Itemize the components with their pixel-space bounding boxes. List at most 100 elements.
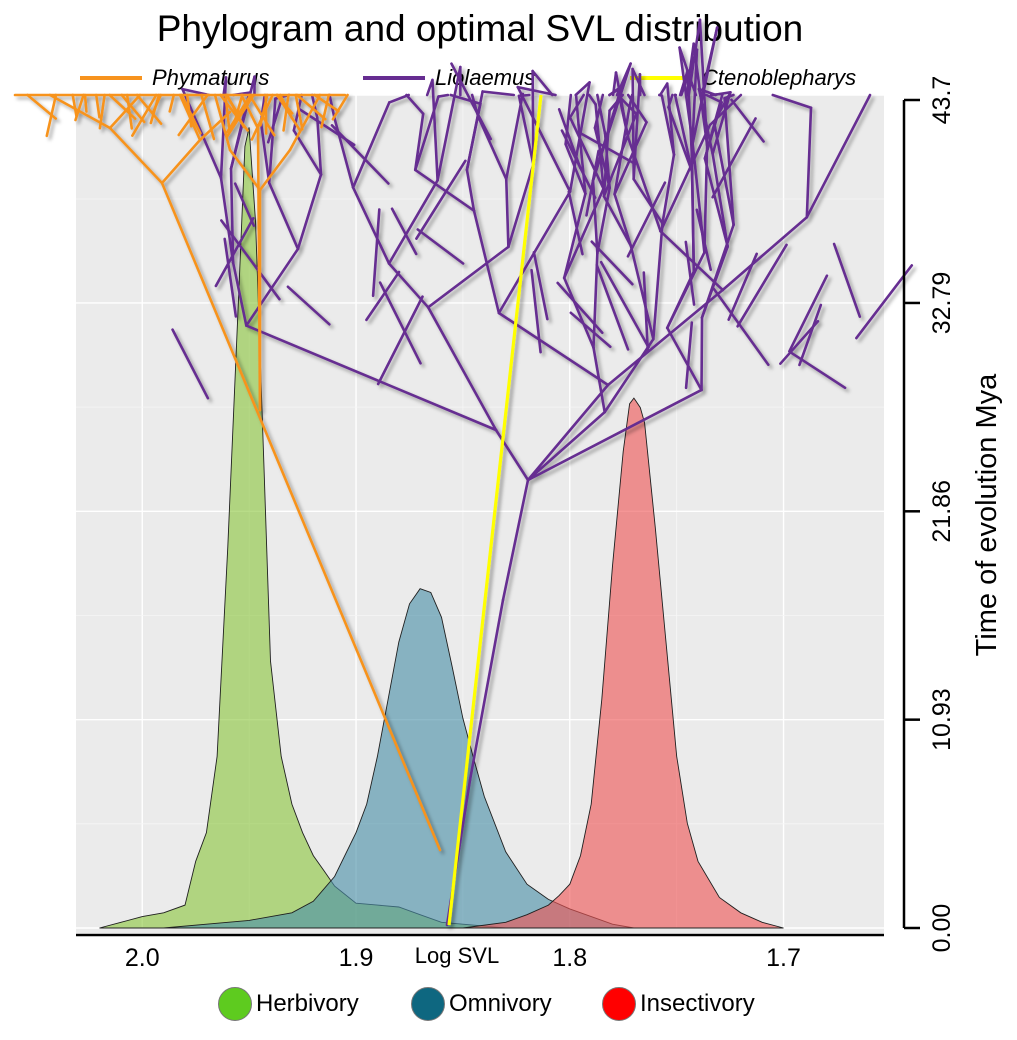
branch-liolaemus: [526, 388, 703, 482]
branch-liolaemus: [413, 112, 425, 172]
branch-liolaemus: [233, 182, 256, 227]
branch-liolaemus: [596, 186, 611, 255]
branch-liolaemus: [387, 179, 439, 265]
branch-liolaemus: [259, 120, 271, 185]
branch-liolaemus: [574, 93, 580, 127]
branch-liolaemus: [678, 46, 694, 145]
branch-phymaturus: [224, 93, 242, 118]
branch-liolaemus: [531, 69, 554, 97]
y-tick-label-21.86: 21.86: [928, 480, 956, 543]
branch-liolaemus: [678, 46, 698, 97]
branch-liolaemus: [351, 186, 391, 265]
branch-liolaemus: [371, 208, 381, 298]
branch-liolaemus: [642, 271, 650, 352]
branch-liolaemus: [171, 328, 210, 400]
branch-phymaturus: [331, 93, 349, 121]
branch-liolaemus: [613, 104, 632, 196]
legend-item-liolaemus: Liolaemus: [363, 64, 535, 92]
branch-phymaturus: [131, 93, 158, 137]
branch-liolaemus: [723, 96, 735, 227]
branch-liolaemus: [562, 192, 587, 280]
legend-swatch-ctenoblepharys: [630, 76, 692, 80]
diet-label-insectivory: Insectivory: [640, 990, 755, 1017]
branch-liolaemus: [592, 346, 607, 414]
branch-liolaemus: [667, 106, 694, 173]
branch-liolaemus: [222, 76, 228, 97]
branch-liolaemus: [517, 94, 535, 166]
branch-liolaemus: [494, 428, 530, 482]
branch-liolaemus: [659, 123, 712, 233]
y-tick-label-10.93: 10.93: [928, 688, 956, 751]
branch-phymaturus: [282, 93, 290, 132]
branch-phymaturus: [185, 93, 193, 128]
branch-liolaemus: [413, 168, 476, 212]
x-tick-label-1.7: 1.7: [766, 944, 801, 972]
branch-liolaemus: [590, 240, 634, 286]
branch-liolaemus: [504, 177, 510, 249]
branch-phymaturus: [180, 93, 202, 135]
branch-phymaturus: [288, 93, 322, 152]
diet-dot-herbivory: [218, 987, 252, 1021]
branch-liolaemus: [351, 101, 391, 189]
branch-liolaemus: [450, 62, 493, 141]
branch-liolaemus: [697, 87, 714, 156]
y-tick-label-32.79: 32.79: [928, 272, 956, 335]
branch-liolaemus: [416, 228, 465, 265]
diet-legend-insectivory: Insectivory: [602, 984, 755, 1024]
branch-phymaturus: [26, 93, 58, 120]
branch-phymaturus: [160, 181, 442, 852]
branch-liolaemus: [712, 120, 735, 227]
branch-liolaemus: [832, 242, 862, 318]
branch-liolaemus: [580, 132, 637, 166]
branch-liolaemus: [727, 252, 759, 321]
phylogeny-legend: Phymaturus Liolaemus Ctenoblepharys: [80, 64, 900, 92]
branch-liolaemus: [631, 67, 636, 181]
branch-liolaemus: [721, 215, 809, 292]
branch-phymaturus: [198, 110, 232, 142]
y-axis: 0.00 10.93 21.86 32.79 43.7 Time of evolution…: [902, 76, 1003, 952]
branch-liolaemus: [613, 192, 633, 248]
branch-liolaemus: [593, 93, 605, 130]
branch-liolaemus: [562, 187, 605, 280]
branch-liolaemus: [684, 240, 696, 306]
branch-liolaemus: [507, 163, 535, 249]
branch-liolaemus: [712, 287, 770, 367]
x-axis-label: Log SVL: [415, 943, 499, 968]
branch-liolaemus: [266, 97, 284, 144]
branch-liolaemus: [705, 93, 723, 104]
branch-liolaemus: [629, 244, 655, 341]
x-tick-label-2.0: 2.0: [125, 944, 160, 972]
branch-liolaemus: [564, 142, 587, 195]
branch-liolaemus: [292, 129, 323, 176]
branch-liolaemus: [219, 176, 235, 264]
branch-liolaemus: [556, 281, 604, 335]
branch-phymaturus: [320, 93, 331, 129]
branch-liolaemus: [315, 116, 323, 176]
branch-liolaemus: [426, 306, 498, 432]
branch-liolaemus: [426, 245, 510, 309]
branch-liolaemus: [532, 251, 549, 321]
diet-legend-omnivory: Omnivory: [411, 984, 552, 1024]
branch-phymaturus: [108, 93, 142, 130]
branch-liolaemus: [603, 337, 655, 414]
branch-ctenoblepharys: [447, 94, 543, 926]
branch-liolaemus: [431, 78, 439, 182]
branch-liolaemus: [805, 106, 813, 219]
branch-liolaemus: [296, 173, 323, 251]
branch-liolaemus: [223, 237, 238, 318]
branch-liolaemus: [658, 82, 669, 97]
branch-phymaturus: [168, 93, 176, 113]
branch-liolaemus: [867, 93, 872, 99]
branch-liolaemus: [613, 120, 648, 196]
diet-dot-omnivory: [411, 987, 445, 1021]
branch-liolaemus: [703, 157, 730, 248]
branch-liolaemus: [711, 117, 757, 199]
branch-liolaemus: [602, 194, 633, 248]
y-axis-label: Time of evolution Mya: [971, 373, 1003, 656]
branch-phymaturus: [160, 138, 202, 185]
y-tick-label-43.7: 43.7: [928, 76, 956, 125]
x-tick-label-1.8: 1.8: [552, 944, 587, 972]
branch-liolaemus: [591, 62, 632, 182]
branch-liolaemus: [631, 67, 646, 97]
branch-phymaturus: [177, 93, 209, 137]
